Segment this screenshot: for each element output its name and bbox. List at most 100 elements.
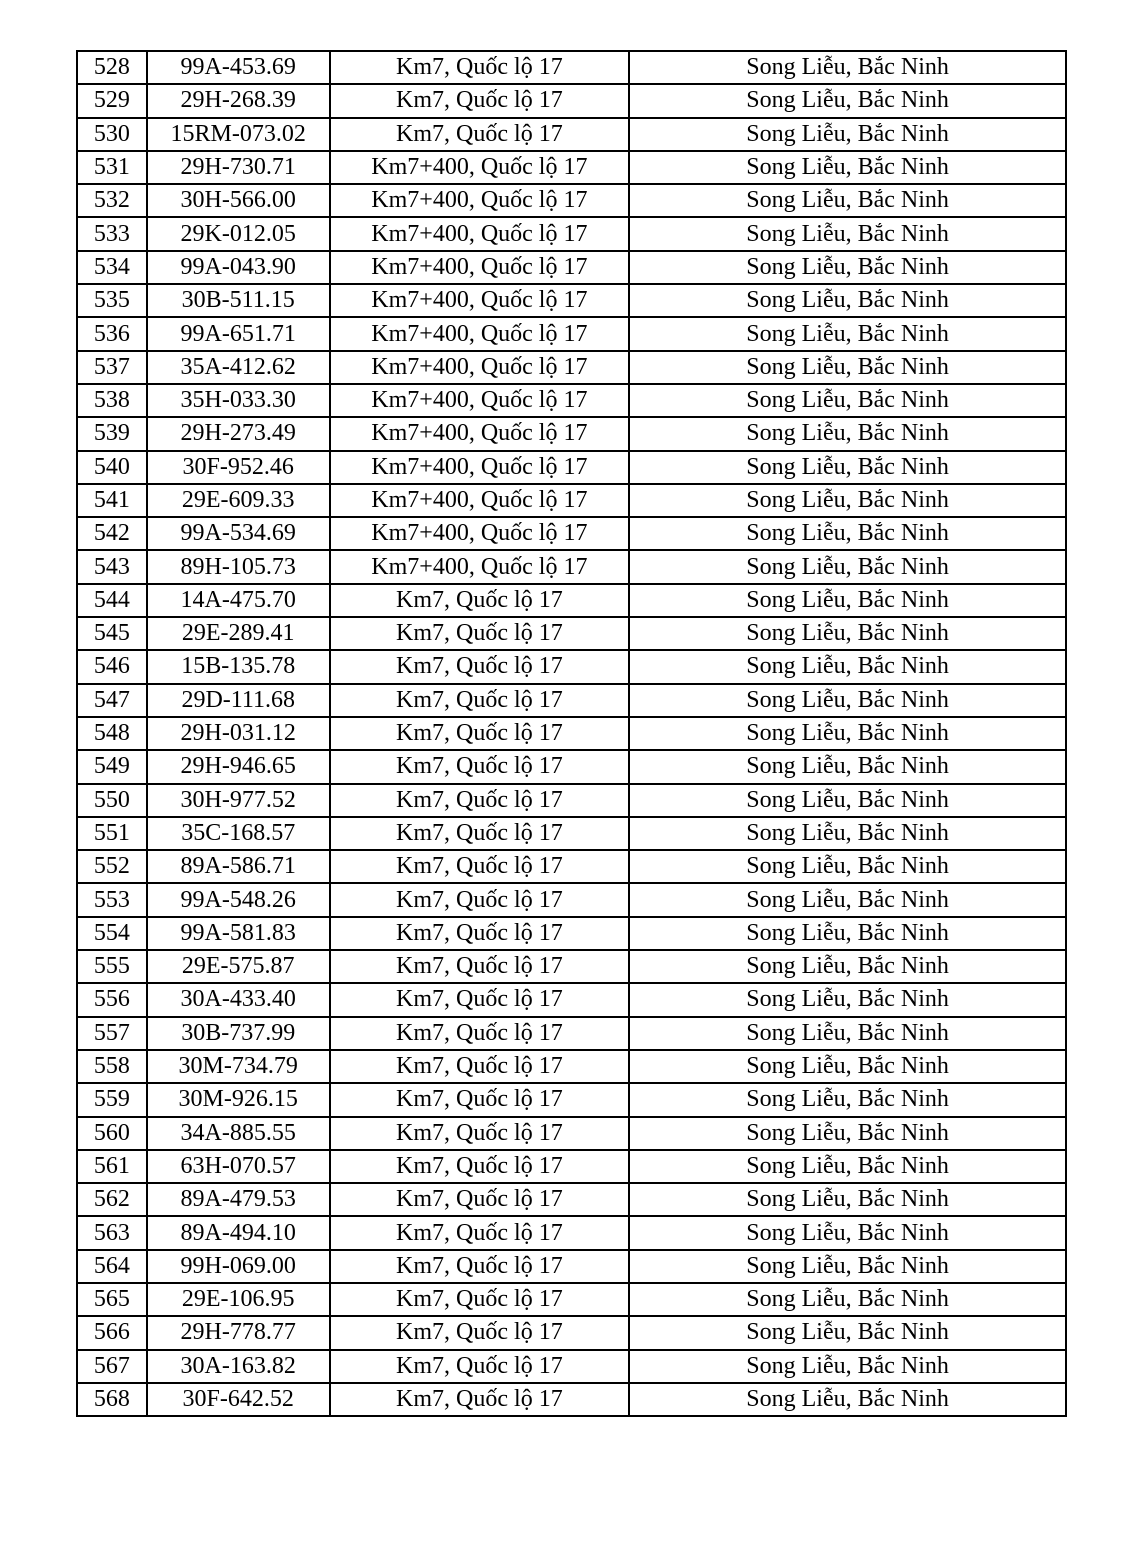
license-plate-cell: 99A-651.71 xyxy=(145,316,331,352)
area-cell: Song Liễu, Bắc Ninh xyxy=(628,849,1067,885)
area-cell: Song Liễu, Bắc Ninh xyxy=(628,1048,1067,1085)
table-row: 528 99A-453.69 Km7, Quốc lộ 17 Song Liễu, B… xyxy=(76,49,1067,86)
row-number-cell: 544 xyxy=(76,582,148,619)
area-cell: Song Liễu, Bắc Ninh xyxy=(628,915,1067,952)
row-number-cell: 534 xyxy=(76,249,148,286)
area-cell: Song Liễu, Bắc Ninh xyxy=(628,1182,1067,1218)
location-cell: Km7, Quốc lộ 17 xyxy=(328,1048,631,1085)
license-plate-cell: 30H-566.00 xyxy=(145,183,331,219)
location-cell: Km7, Quốc lộ 17 xyxy=(328,83,631,119)
row-number-cell: 563 xyxy=(76,1215,148,1251)
location-cell: Km7, Quốc lộ 17 xyxy=(328,682,631,718)
location-cell: Km7, Quốc lộ 17 xyxy=(328,715,631,752)
license-plate-cell: 30F-952.46 xyxy=(145,449,331,485)
area-cell: Song Liễu, Bắc Ninh xyxy=(628,249,1067,286)
row-number-cell: 533 xyxy=(76,216,148,252)
license-plate-cell: 29E-289.41 xyxy=(145,616,331,652)
row-number-cell: 558 xyxy=(76,1048,148,1085)
location-cell: Km7, Quốc lộ 17 xyxy=(328,49,631,86)
row-number-cell: 549 xyxy=(76,749,148,785)
row-number-cell: 530 xyxy=(76,116,148,152)
license-plate-cell: 99A-043.90 xyxy=(145,249,331,286)
location-cell: Km7, Quốc lộ 17 xyxy=(328,1215,631,1251)
location-cell: Km7, Quốc lộ 17 xyxy=(328,1315,631,1351)
row-number-cell: 555 xyxy=(76,949,148,985)
area-cell: Song Liễu, Bắc Ninh xyxy=(628,482,1067,519)
location-cell: Km7, Quốc lộ 17 xyxy=(328,649,631,685)
area-cell: Song Liễu, Bắc Ninh xyxy=(628,283,1067,319)
row-number-cell: 562 xyxy=(76,1182,148,1218)
location-cell: Km7, Quốc lộ 17 xyxy=(328,116,631,152)
row-number-cell: 541 xyxy=(76,482,148,519)
table-row: 532 30H-566.00 Km7+400, Quốc lộ 17 Song Liễ… xyxy=(76,183,1067,219)
area-cell: Song Liễu, Bắc Ninh xyxy=(628,582,1067,619)
row-number-cell: 540 xyxy=(76,449,148,485)
area-cell: Song Liễu, Bắc Ninh xyxy=(628,715,1067,752)
location-cell: Km7, Quốc lộ 17 xyxy=(328,982,631,1018)
license-plate-cell: 30A-163.82 xyxy=(145,1348,331,1384)
area-cell: Song Liễu, Bắc Ninh xyxy=(628,49,1067,86)
row-number-cell: 538 xyxy=(76,382,148,419)
license-plate-cell: 30H-977.52 xyxy=(145,782,331,818)
area-cell: Song Liễu, Bắc Ninh xyxy=(628,83,1067,119)
table-row: 562 89A-479.53 Km7, Quốc lộ 17 Song Liễu, B… xyxy=(76,1182,1067,1218)
table-row: 567 30A-163.82 Km7, Quốc lộ 17 Song Liễu, B… xyxy=(76,1348,1067,1384)
location-cell: Km7+400, Quốc lộ 17 xyxy=(328,549,631,585)
table-row: 538 35H-033.30 Km7+400, Quốc lộ 17 Song Liễ… xyxy=(76,382,1067,419)
license-plate-cell: 99A-548.26 xyxy=(145,882,331,918)
table-row: 551 35C-168.57 Km7, Quốc lộ 17 Song Liễu, B… xyxy=(76,815,1067,852)
license-plate-cell: 89H-105.73 xyxy=(145,549,331,585)
row-number-cell: 529 xyxy=(76,83,148,119)
area-cell: Song Liễu, Bắc Ninh xyxy=(628,149,1067,186)
row-number-cell: 539 xyxy=(76,416,148,452)
area-cell: Song Liễu, Bắc Ninh xyxy=(628,1315,1067,1351)
area-cell: Song Liễu, Bắc Ninh xyxy=(628,349,1067,385)
license-plate-cell: 29H-031.12 xyxy=(145,715,331,752)
table-row: 555 29E-575.87 Km7, Quốc lộ 17 Song Liễu, B… xyxy=(76,949,1067,985)
area-cell: Song Liễu, Bắc Ninh xyxy=(628,1015,1067,1051)
row-number-cell: 568 xyxy=(76,1381,148,1418)
area-cell: Song Liễu, Bắc Ninh xyxy=(628,1248,1067,1284)
area-cell: Song Liễu, Bắc Ninh xyxy=(628,1381,1067,1418)
table-row: 553 99A-548.26 Km7, Quốc lộ 17 Song Liễu, B… xyxy=(76,882,1067,918)
area-cell: Song Liễu, Bắc Ninh xyxy=(628,1082,1067,1118)
row-number-cell: 537 xyxy=(76,349,148,385)
table-row: 547 29D-111.68 Km7, Quốc lộ 17 Song Liễu, B… xyxy=(76,682,1067,718)
license-plate-cell: 34A-885.55 xyxy=(145,1115,331,1151)
location-cell: Km7, Quốc lộ 17 xyxy=(328,915,631,952)
area-cell: Song Liễu, Bắc Ninh xyxy=(628,1115,1067,1151)
license-plate-cell: 29H-268.39 xyxy=(145,83,331,119)
location-cell: Km7+400, Quốc lộ 17 xyxy=(328,216,631,252)
violations-table: 528 99A-453.69 Km7, Quốc lộ 17 Song Liễu, B… xyxy=(76,49,1067,1418)
row-number-cell: 565 xyxy=(76,1281,148,1318)
table-row: 565 29E-106.95 Km7, Quốc lộ 17 Song Liễu, B… xyxy=(76,1281,1067,1318)
license-plate-cell: 99A-453.69 xyxy=(145,49,331,86)
location-cell: Km7, Quốc lộ 17 xyxy=(328,815,631,852)
location-cell: Km7+400, Quốc lộ 17 xyxy=(328,183,631,219)
area-cell: Song Liễu, Bắc Ninh xyxy=(628,682,1067,718)
license-plate-cell: 63H-070.57 xyxy=(145,1148,331,1185)
area-cell: Song Liễu, Bắc Ninh xyxy=(628,516,1067,552)
table-row: 541 29E-609.33 Km7+400, Quốc lộ 17 Song Liễ… xyxy=(76,482,1067,519)
table-row: 543 89H-105.73 Km7+400, Quốc lộ 17 Song Liễ… xyxy=(76,549,1067,585)
table-row: 542 99A-534.69 Km7+400, Quốc lộ 17 Song Liễ… xyxy=(76,516,1067,552)
location-cell: Km7+400, Quốc lộ 17 xyxy=(328,516,631,552)
row-number-cell: 567 xyxy=(76,1348,148,1384)
row-number-cell: 535 xyxy=(76,283,148,319)
license-plate-cell: 14A-475.70 xyxy=(145,582,331,619)
location-cell: Km7, Quốc lộ 17 xyxy=(328,849,631,885)
license-plate-cell: 89A-479.53 xyxy=(145,1182,331,1218)
area-cell: Song Liễu, Bắc Ninh xyxy=(628,1281,1067,1318)
license-plate-cell: 29E-575.87 xyxy=(145,949,331,985)
row-number-cell: 548 xyxy=(76,715,148,752)
area-cell: Song Liễu, Bắc Ninh xyxy=(628,1215,1067,1251)
area-cell: Song Liễu, Bắc Ninh xyxy=(628,649,1067,685)
row-number-cell: 552 xyxy=(76,849,148,885)
table-row: 554 99A-581.83 Km7, Quốc lộ 17 Song Liễu, B… xyxy=(76,915,1067,952)
location-cell: Km7+400, Quốc lộ 17 xyxy=(328,382,631,419)
location-cell: Km7+400, Quốc lộ 17 xyxy=(328,316,631,352)
row-number-cell: 564 xyxy=(76,1248,148,1284)
area-cell: Song Liễu, Bắc Ninh xyxy=(628,782,1067,818)
area-cell: Song Liễu, Bắc Ninh xyxy=(628,1148,1067,1185)
location-cell: Km7, Quốc lộ 17 xyxy=(328,1182,631,1218)
